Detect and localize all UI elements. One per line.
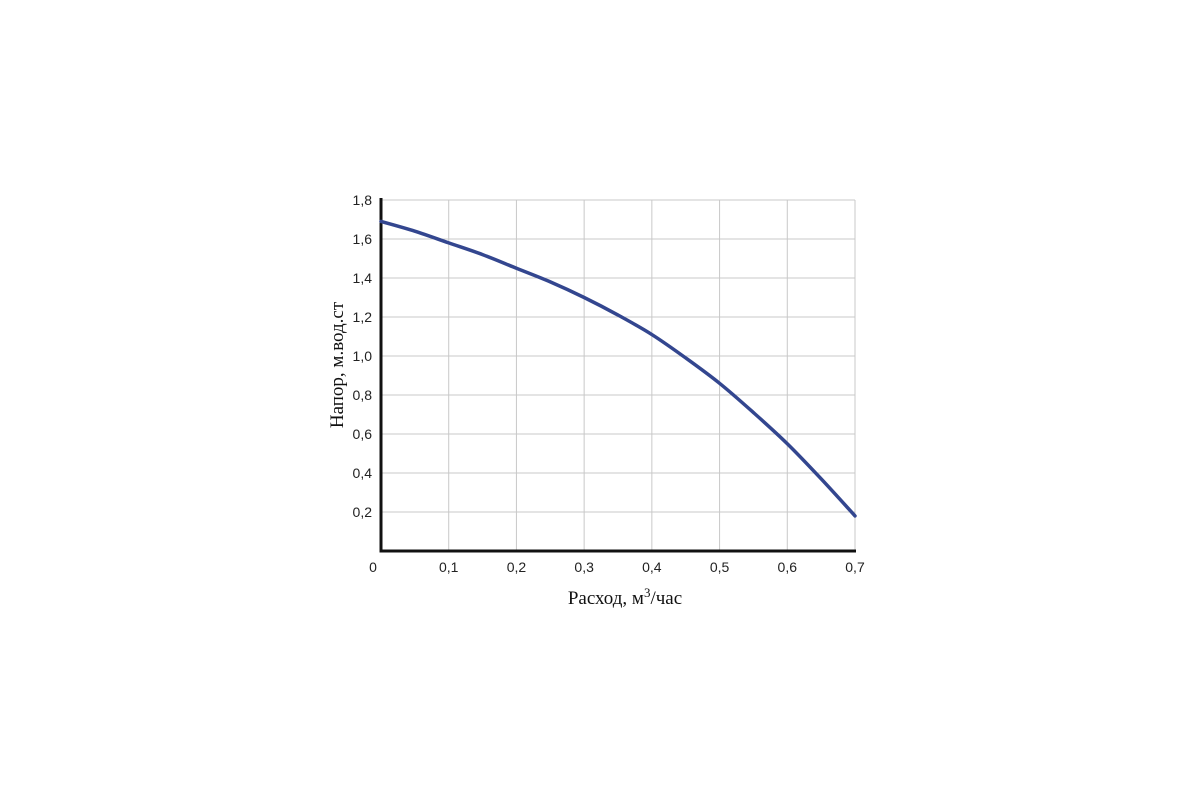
x-tick-label: 0: [369, 559, 377, 575]
x-axis-title-tail: /час: [650, 588, 682, 609]
y-tick-label: 1,0: [353, 348, 373, 364]
y-tick-label: 0,2: [353, 504, 373, 520]
x-tick-label: 0,4: [642, 559, 662, 575]
x-tick-label: 0,7: [845, 559, 865, 575]
y-tick-label: 1,2: [353, 309, 373, 325]
grid: [381, 199, 856, 551]
y-tick-label: 1,4: [353, 270, 373, 286]
y-tick-label: 0,8: [353, 387, 373, 403]
series-layer: [379, 219, 857, 518]
y-tick-label: 1,8: [353, 192, 373, 208]
y-tick-label: 1,6: [353, 231, 373, 247]
x-tick-label: 0,1: [439, 559, 459, 575]
x-axis-title-superscript: 3: [644, 585, 651, 600]
y-tick-label: 0,4: [353, 465, 373, 481]
y-tick-label: 0,6: [353, 426, 373, 442]
x-tick-label: 0,5: [710, 559, 730, 575]
y-axis-title: Напор, м.вод.ст: [327, 301, 348, 428]
x-tick-label: 0,3: [574, 559, 594, 575]
x-axis-title-main: Расход, м: [568, 588, 644, 609]
tick-labels: 0 0,1 0,2 0,3 0,4 0,5 0,6 0,7 0,2 0,4 0,6 0,8 1,0 1,2…: [353, 192, 865, 575]
axes: [379, 198, 856, 553]
x-tick-label: 0,6: [778, 559, 798, 575]
series-line: [379, 219, 857, 518]
x-tick-label: 0,2: [507, 559, 527, 575]
x-axis-title: Расход, м3/час: [568, 585, 682, 610]
